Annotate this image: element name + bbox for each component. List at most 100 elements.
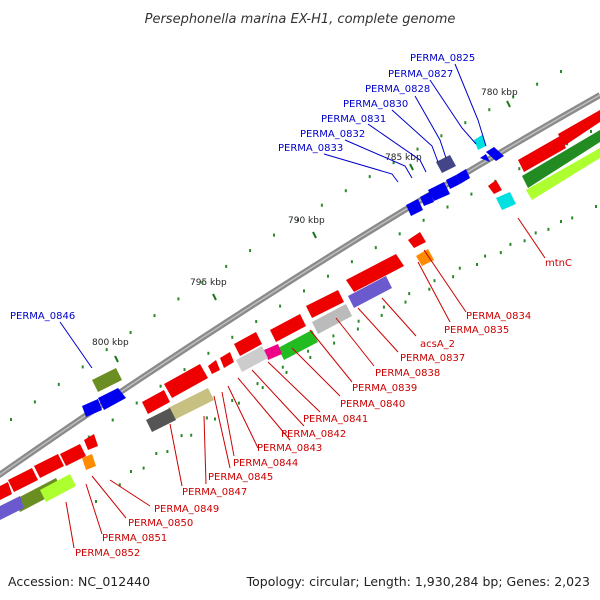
grid-dot	[571, 216, 574, 220]
cds-perma-0838[interactable]	[312, 304, 352, 334]
cds-perma-0839[interactable]	[278, 330, 318, 360]
grid-dot	[57, 382, 60, 386]
grid-dot	[595, 205, 597, 208]
grid-dot	[332, 334, 335, 338]
cds-perma-0841[interactable]	[270, 314, 306, 342]
grid-dot	[95, 500, 97, 503]
cds-acsa-2-b[interactable]	[348, 276, 392, 308]
cds-mtnc[interactable]	[488, 180, 502, 194]
grid-dot	[255, 320, 258, 323]
label-perma-0828: PERMA_0828	[365, 84, 430, 95]
cds-perma-0852[interactable]	[60, 444, 86, 466]
grid-dot	[297, 218, 299, 222]
grid-dot	[320, 203, 323, 207]
grid-dot	[488, 108, 491, 112]
label-perma-0839: PERMA_0839	[352, 383, 417, 394]
grid-dot	[499, 251, 502, 255]
rna-perma-0846	[92, 368, 122, 392]
grid-dot	[261, 386, 264, 390]
cds-perma-0843[interactable]	[234, 332, 262, 356]
cds-perma-0842[interactable]	[236, 346, 268, 372]
rna-left-3	[0, 496, 24, 520]
cds-perma-0828[interactable]	[480, 154, 490, 162]
tick-label-795: 795 kbp	[190, 278, 227, 288]
tick-label-800: 800 kbp	[92, 338, 129, 348]
grid-dot	[560, 220, 562, 223]
cds-perma-0851-b[interactable]	[82, 454, 96, 470]
label-mtnc: mtnC	[545, 258, 572, 269]
cds-perma-0837[interactable]	[306, 290, 344, 318]
grid-dot	[536, 82, 539, 86]
cds-perma-0830[interactable]	[436, 155, 456, 173]
grid-dot	[433, 279, 436, 283]
grid-dot	[249, 249, 252, 253]
label-perma-0841: PERMA_0841	[303, 414, 368, 425]
forward-labels: PERMA_0825 PERMA_0827 PERMA_0828 PERMA_0…	[10, 53, 475, 322]
grid-dot	[279, 304, 282, 308]
grid-dot	[303, 289, 305, 293]
grid-dot	[10, 418, 12, 421]
grid-dot	[404, 300, 407, 304]
cds-mtnc-b[interactable]	[496, 192, 516, 210]
cds-perma-0825[interactable]	[486, 147, 504, 161]
grid-dot	[512, 95, 515, 99]
label-perma-0837: PERMA_0837	[400, 353, 465, 364]
grid-dot	[392, 161, 395, 165]
grid-dot	[327, 274, 329, 278]
cds-perma-0847[interactable]	[164, 364, 208, 398]
grid-dot	[214, 417, 216, 421]
cds-perma-0844[interactable]	[220, 352, 234, 368]
label-perma-0843: PERMA_0843	[257, 443, 322, 454]
cds-perma-0845[interactable]	[208, 360, 220, 374]
grid-dot	[484, 254, 487, 258]
grid-dot	[357, 319, 360, 323]
reverse-labels: mtnC PERMA_0834 PERMA_0835 acsA_2 PERMA_…	[75, 258, 572, 559]
label-perma-0832: PERMA_0832	[300, 129, 365, 140]
cds-perma-0851[interactable]	[84, 434, 98, 450]
label-perma-0830: PERMA_0830	[343, 99, 408, 110]
grid-dot	[470, 192, 473, 196]
grid-dot	[333, 341, 336, 345]
cds-perma-0832[interactable]	[446, 175, 460, 189]
label-perma-0835: PERMA_0835	[444, 325, 509, 336]
grid-dot	[458, 266, 461, 270]
grid-dot	[476, 263, 478, 266]
grid-dot	[534, 231, 537, 235]
cds-perma-0827[interactable]	[474, 135, 486, 150]
cds-perma-0833-a[interactable]	[428, 182, 450, 201]
cds-perma-0846[interactable]	[82, 399, 102, 417]
cds-perma-0849[interactable]	[142, 390, 170, 414]
cds-perma-0850[interactable]	[146, 408, 176, 432]
label-perma-0834: PERMA_0834	[466, 311, 531, 322]
label-perma-0851: PERMA_0851	[102, 533, 167, 544]
grid-dot	[281, 365, 284, 369]
cds-perma-0846-b[interactable]	[98, 388, 126, 410]
scale-ticks	[114, 100, 511, 363]
grid-dot	[408, 292, 411, 296]
cds-perma-0835[interactable]	[416, 249, 434, 266]
grid-dot	[111, 418, 114, 422]
cds-left-2[interactable]	[8, 468, 38, 492]
rna-left-2	[40, 474, 76, 502]
grid-dot	[205, 416, 208, 420]
label-perma-0852: PERMA_0852	[75, 548, 140, 559]
label-perma-0833: PERMA_0833	[278, 143, 343, 154]
grid-dot	[464, 121, 467, 125]
cds-perma-0833-b[interactable]	[420, 192, 434, 206]
grid-dot	[118, 483, 121, 487]
grid-dot	[190, 433, 193, 437]
cds-perma-0834[interactable]	[408, 232, 426, 248]
cds-left-3[interactable]	[0, 482, 12, 500]
grid-dot	[452, 275, 455, 279]
grid-dots	[10, 70, 597, 503]
cds-perma-0840[interactable]	[264, 344, 282, 360]
label-perma-0847: PERMA_0847	[182, 487, 247, 498]
topology-summary: Topology: circular; Length: 1,930,284 bp…	[246, 574, 590, 589]
grid-dot	[180, 434, 183, 438]
cds-perma-0847-b[interactable]	[168, 388, 214, 420]
cds-perma-0833-c[interactable]	[406, 199, 423, 216]
cds-perma-0831[interactable]	[456, 169, 470, 184]
cds-acsa-2[interactable]	[346, 254, 404, 292]
grid-dot	[518, 167, 521, 171]
cds-left-1[interactable]	[34, 454, 64, 478]
